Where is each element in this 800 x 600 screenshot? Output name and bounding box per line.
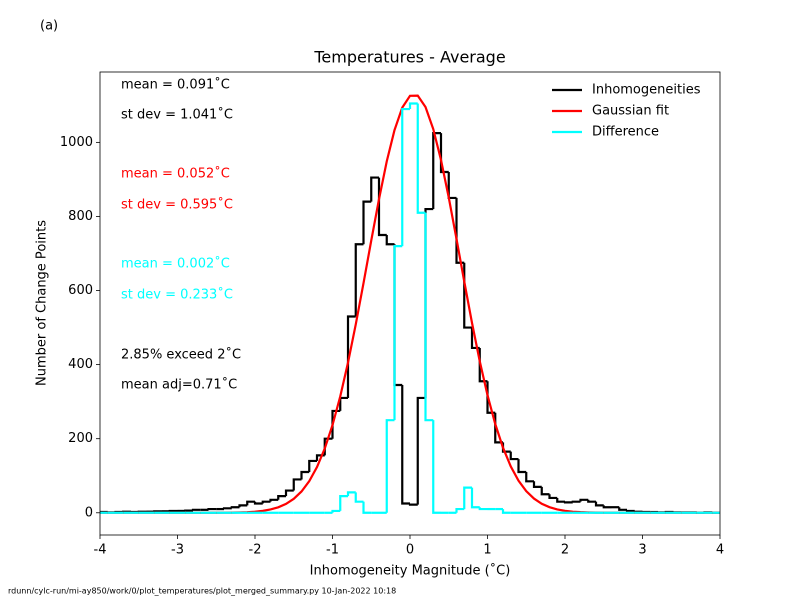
y-tick-label: 200	[68, 431, 93, 446]
histogram-step	[416, 103, 426, 214]
x-tick-label: -4	[94, 543, 107, 558]
histogram-step	[602, 505, 612, 509]
histogram-step	[633, 510, 643, 513]
x-tick-label: 2	[561, 543, 569, 558]
histogram-step	[362, 501, 372, 514]
histogram-step	[517, 459, 527, 474]
histogram-step	[284, 489, 294, 497]
y-tick-label: 400	[68, 357, 93, 372]
footer: rdunn/cylc-run/mi-ay850/work/0/plot_temp…	[8, 587, 396, 596]
histogram-step	[393, 244, 403, 387]
histogram-step	[571, 500, 581, 503]
histogram-step	[455, 507, 465, 513]
histogram-step	[401, 107, 410, 247]
annotation: 2.85% exceed 2˚C	[121, 347, 241, 363]
plot-area	[100, 94, 720, 514]
histogram-step	[455, 197, 465, 264]
histogram-step	[362, 200, 372, 245]
histogram-step	[370, 176, 379, 202]
histogram-step	[563, 501, 573, 504]
axes-frame	[99, 71, 721, 536]
histogram-step	[331, 409, 341, 439]
y-tick-label: 1000	[60, 135, 93, 150]
x-tick-label: -3	[171, 543, 184, 558]
histogram-step	[222, 507, 232, 510]
legend-label: Inhomogeneities	[592, 83, 701, 98]
histogram-step	[346, 491, 356, 497]
fit-line	[100, 94, 720, 514]
y-tick-label: 600	[68, 283, 93, 298]
panel-label: (a)	[40, 19, 58, 34]
histogram-step	[253, 501, 263, 505]
histogram-step	[339, 396, 348, 411]
chart-title: Temperatures - Average	[313, 48, 505, 67]
histogram-step	[424, 212, 434, 422]
histogram-step	[556, 497, 565, 503]
histogram-step	[548, 494, 558, 500]
histogram-step	[540, 486, 550, 496]
histogram-step	[393, 244, 403, 421]
x-tick-label: 0	[406, 543, 414, 558]
histogram-step	[269, 498, 279, 502]
annotation: mean = 0.091˚C	[121, 77, 230, 93]
histogram-step	[463, 486, 472, 510]
histogram-step	[439, 133, 449, 174]
annotation: st dev = 1.041˚C	[121, 107, 233, 123]
histogram-step	[377, 177, 387, 237]
histogram-step	[525, 472, 534, 483]
histogram-step	[354, 492, 364, 503]
histogram-step	[277, 495, 286, 500]
y-axis-label: Number of Change Points	[35, 220, 50, 386]
histogram-step	[331, 509, 341, 513]
annotation: st dev = 0.595˚C	[121, 197, 233, 213]
histogram-step	[408, 102, 418, 110]
histogram-step	[401, 384, 410, 505]
y-tick-label: 800	[68, 209, 93, 224]
histogram-step	[625, 509, 635, 513]
annotation: mean = 0.002˚C	[121, 256, 230, 272]
histogram-step	[579, 498, 589, 502]
legend-label: Difference	[592, 125, 659, 140]
annotation: mean = 0.052˚C	[121, 166, 230, 182]
histogram-step	[470, 487, 480, 509]
histogram-step	[191, 508, 201, 511]
histogram-step	[385, 419, 395, 513]
histogram-step	[230, 506, 240, 509]
histogram-step	[432, 420, 441, 514]
histogram-step	[346, 315, 356, 398]
annotation: st dev = 0.233˚C	[121, 287, 233, 303]
x-axis-label: Inhomogeneity Magnitude (˚C)	[310, 563, 511, 579]
histogram-step	[416, 396, 426, 505]
histogram-step	[246, 500, 255, 506]
histogram-step	[354, 243, 364, 317]
y-tick-label: 0	[85, 505, 93, 520]
histogram-step	[238, 504, 248, 508]
x-tick-label: -2	[249, 543, 262, 558]
histogram-step	[501, 509, 511, 514]
histogram-step	[447, 172, 457, 200]
histogram-step	[385, 234, 395, 246]
histogram-step	[587, 499, 596, 503]
histogram-step	[618, 507, 627, 511]
histogram-step	[261, 500, 271, 504]
x-tick-label: -1	[326, 543, 339, 558]
histogram-step	[292, 478, 302, 491]
histogram-step	[339, 495, 348, 511]
histogram-step	[207, 507, 217, 511]
annotation: mean adj=0.71˚C	[121, 377, 237, 393]
x-tick-label: 3	[638, 543, 646, 558]
legend-label: Gaussian fit	[592, 104, 669, 119]
histogram-step	[594, 501, 604, 507]
histogram-step	[509, 451, 519, 461]
histogram-step	[424, 207, 434, 398]
histogram-step	[532, 481, 542, 488]
histogram-step	[308, 459, 317, 473]
histogram-step	[408, 503, 418, 506]
histogram-step	[300, 470, 310, 480]
histogram-step	[478, 507, 488, 511]
x-tick-label: 1	[483, 543, 491, 558]
x-tick-label: 4	[716, 543, 724, 558]
